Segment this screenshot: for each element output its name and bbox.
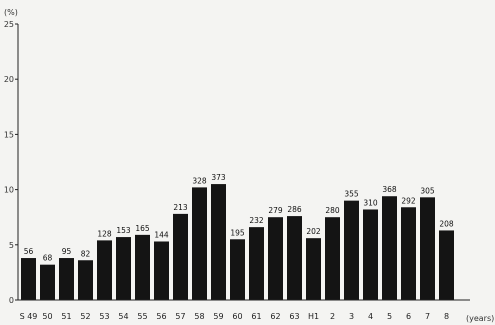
x-tick-label: 62 xyxy=(270,312,280,321)
bar xyxy=(154,241,169,300)
x-tick-label: 52 xyxy=(80,312,90,321)
x-tick-label: 60 xyxy=(232,312,242,321)
bar xyxy=(401,207,416,300)
x-axis-label: (years) xyxy=(466,314,494,323)
data-label: 95 xyxy=(62,247,72,256)
bar-series xyxy=(21,184,454,300)
data-label: 82 xyxy=(81,249,91,258)
bar xyxy=(173,213,188,300)
x-tick-label: 61 xyxy=(251,312,261,321)
bar xyxy=(135,234,150,300)
x-tick-label: 5 xyxy=(387,312,392,321)
bar xyxy=(40,264,55,300)
bar xyxy=(230,239,245,300)
y-tick-label: 5 xyxy=(9,241,14,250)
data-label: 310 xyxy=(363,198,378,207)
data-label: 195 xyxy=(230,228,245,237)
data-label: 202 xyxy=(306,227,321,236)
y-tick-label: 20 xyxy=(4,75,14,84)
data-label: 213 xyxy=(173,203,188,212)
x-tick-label: 59 xyxy=(213,312,223,321)
y-tick-label: 25 xyxy=(4,20,14,29)
data-label: 368 xyxy=(382,185,397,194)
x-tick-label: 51 xyxy=(61,312,71,321)
x-tick-label: 53 xyxy=(99,312,109,321)
data-label: 328 xyxy=(192,176,207,185)
data-labels: 56 68 95 82 128 153 165 144 213 328 373 195 232 279 28… xyxy=(24,173,454,263)
data-label: 56 xyxy=(24,247,34,256)
x-tick-label: 2 xyxy=(330,312,335,321)
bar xyxy=(420,197,435,300)
data-label: 208 xyxy=(439,219,454,228)
bar xyxy=(439,230,454,300)
bar xyxy=(306,238,321,300)
bar xyxy=(78,260,93,300)
data-label: 355 xyxy=(344,190,359,199)
y-tick-label: 0 xyxy=(9,296,14,305)
bar xyxy=(249,227,264,300)
x-tick-label: 54 xyxy=(118,312,128,321)
data-label: 280 xyxy=(325,206,340,215)
x-tick-label: 57 xyxy=(175,312,185,321)
data-label: 292 xyxy=(401,196,416,205)
x-tick-label: 55 xyxy=(137,312,147,321)
x-tick-label: 63 xyxy=(289,312,299,321)
x-tick-label: 58 xyxy=(194,312,204,321)
x-tick-label: 8 xyxy=(444,312,449,321)
y-tick-label: 10 xyxy=(4,186,14,195)
y-axis-label: (%) xyxy=(4,8,18,17)
bar xyxy=(192,187,207,300)
x-tick-label: 3 xyxy=(349,312,354,321)
data-label: 144 xyxy=(154,230,169,239)
data-label: 153 xyxy=(116,226,131,235)
data-label: 165 xyxy=(135,224,150,233)
bar xyxy=(21,258,36,300)
x-tick-label: 4 xyxy=(368,312,373,321)
data-label: 68 xyxy=(43,254,53,263)
data-label: 305 xyxy=(420,186,435,195)
data-label: 128 xyxy=(97,229,112,238)
x-tick-label: 6 xyxy=(406,312,411,321)
bar xyxy=(325,217,340,300)
data-label: 286 xyxy=(287,205,302,214)
data-label: 279 xyxy=(268,206,283,215)
bar xyxy=(363,209,378,300)
x-tick-label: S 49 xyxy=(20,312,38,321)
bar xyxy=(116,237,131,300)
data-label: 373 xyxy=(211,173,226,182)
x-tick-label: 50 xyxy=(42,312,52,321)
x-tick-label: 7 xyxy=(425,312,430,321)
bar xyxy=(268,217,283,300)
y-tick-label: 15 xyxy=(4,130,14,139)
bar xyxy=(382,196,397,300)
x-axis: S 49 50 51 52 53 54 55 56 57 58 59 60 61 62 63 H1 2 3 4 5 6 7… xyxy=(20,312,449,321)
data-label: 232 xyxy=(249,216,264,225)
bar xyxy=(287,216,302,300)
bar xyxy=(344,200,359,300)
bar xyxy=(97,240,112,300)
bar xyxy=(59,258,74,300)
x-tick-label: H1 xyxy=(308,312,319,321)
bar xyxy=(211,184,226,300)
y-axis: 0 5 10 15 20 25 xyxy=(4,20,18,305)
x-tick-label: 56 xyxy=(156,312,166,321)
